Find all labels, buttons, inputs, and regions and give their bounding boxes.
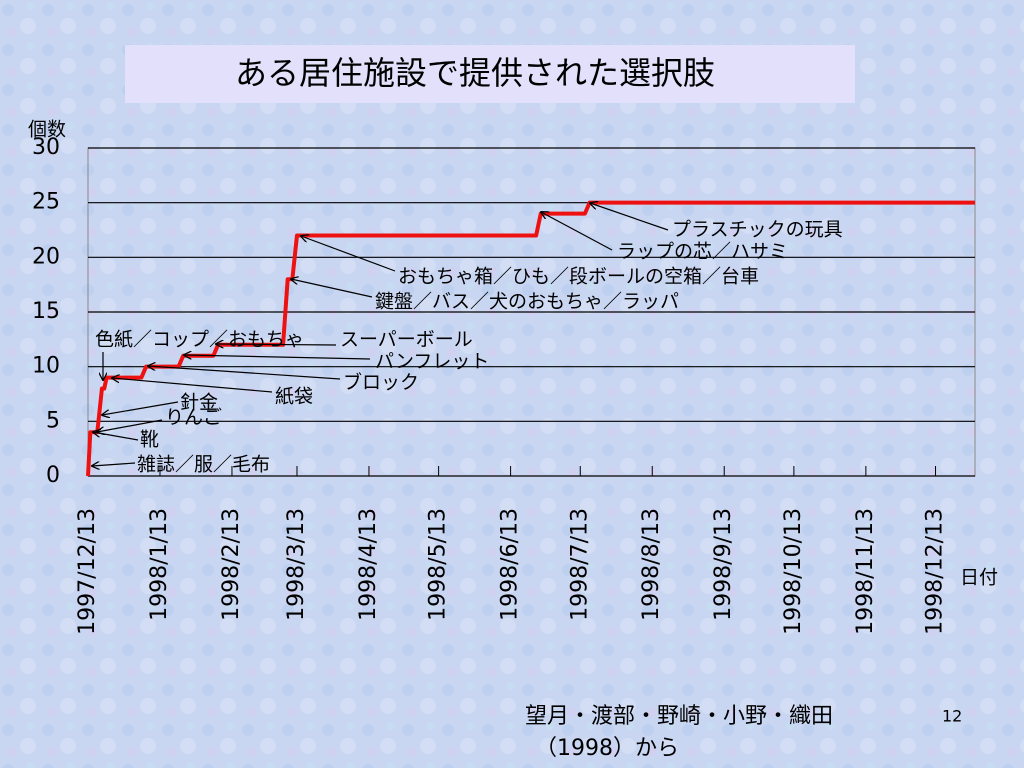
annotation-arrow xyxy=(93,432,139,441)
annotation: りんご xyxy=(165,407,222,429)
annotation-arrow xyxy=(92,463,136,466)
annotation-arrow xyxy=(590,203,669,231)
title-box xyxy=(125,45,855,103)
x-tick-label: 1998/8/13 xyxy=(639,508,664,621)
annotation-arrow xyxy=(291,279,373,298)
x-tick-label: 1998/7/13 xyxy=(567,508,592,621)
page-number: 12 xyxy=(942,707,962,726)
y-tick-label: 5 xyxy=(46,408,60,433)
x-axis-label: 日付 xyxy=(960,567,998,589)
y-tick-label: 25 xyxy=(32,190,60,215)
x-tick-label: 1998/11/13 xyxy=(853,508,878,635)
y-tick-label: 10 xyxy=(32,354,60,379)
source-authors: 望月・渡部・野崎・小野・織田 xyxy=(525,704,833,729)
annotation: ラップの芯／ハサミ xyxy=(617,241,788,263)
slide-title: ある居住施設で提供された選択肢 xyxy=(235,54,715,92)
x-tick-label: 1998/5/13 xyxy=(426,508,451,621)
x-tick-label: 1998/4/13 xyxy=(356,508,381,621)
annotation: 紙袋 xyxy=(275,386,313,408)
annotation-arrow xyxy=(112,378,273,393)
annotation: 針金 xyxy=(180,392,218,414)
annotation: 靴 xyxy=(140,429,159,451)
x-tick-label: 1998/3/13 xyxy=(284,508,309,621)
x-tick-label: 1998/1/13 xyxy=(147,508,172,621)
annotation: おもちゃ箱／ひも／段ボールの空箱／台車 xyxy=(398,266,759,288)
annotation-arrow xyxy=(216,344,337,345)
x-tick-label: 1998/10/13 xyxy=(781,508,806,635)
annotation: 鍵盤／バス／犬のおもちゃ／ラッパ xyxy=(375,291,679,313)
annotation: ブロック xyxy=(343,371,419,394)
x-tick-label: 1998/9/13 xyxy=(711,508,736,621)
x-tick-label: 1998/2/13 xyxy=(219,508,244,621)
annotation-arrow xyxy=(541,212,613,251)
y-tick-label: 0 xyxy=(46,463,60,488)
annotation: パンフレット xyxy=(375,351,489,373)
x-tick-label: 1997/12/13 xyxy=(75,508,100,635)
y-tick-label: 20 xyxy=(32,244,60,269)
annotation: プラスチックの玩具 xyxy=(672,219,843,241)
annotation: 色紙／コップ／おもちゃ xyxy=(95,329,304,351)
annotation: スーパーボール xyxy=(340,329,473,351)
y-axis-label: 個数 xyxy=(28,119,66,141)
y-tick-label: 15 xyxy=(32,299,60,324)
annotation-arrow xyxy=(301,236,396,272)
annotation: 雑誌／服／毛布 xyxy=(137,454,270,476)
annotation-arrow xyxy=(184,355,371,360)
x-tick-label: 1998/6/13 xyxy=(498,508,523,621)
y-tick-label: 30 xyxy=(32,135,60,160)
annotation-arrow xyxy=(148,366,341,380)
source-year: （1998）から xyxy=(535,736,679,761)
x-tick-label: 1998/12/13 xyxy=(923,508,948,635)
annotation-arrow xyxy=(97,419,163,432)
annotation-arrow xyxy=(102,401,179,415)
